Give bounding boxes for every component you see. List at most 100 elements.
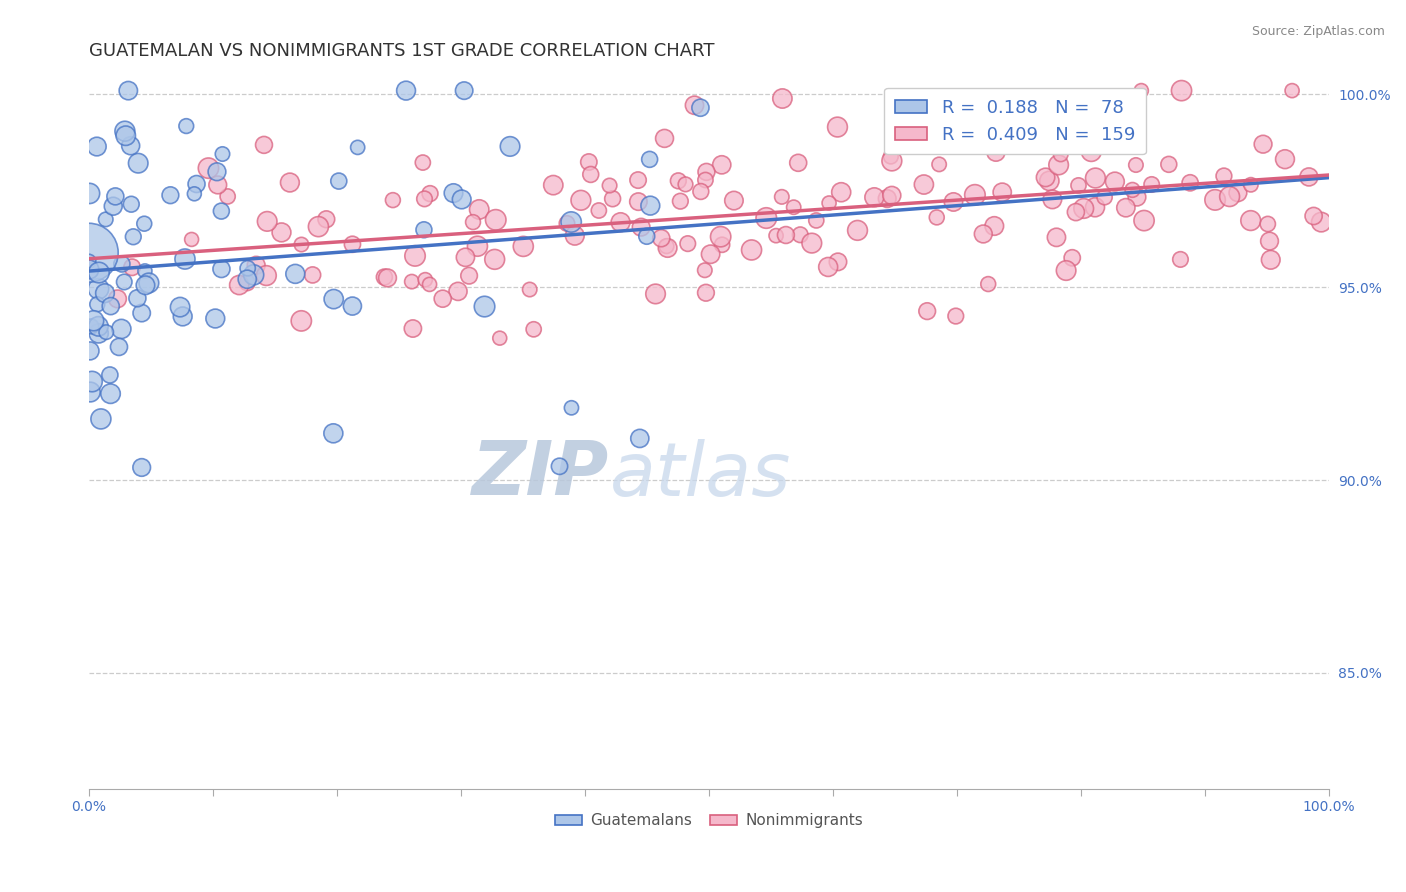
- Point: [770, 91, 793, 105]
- Point: [373, 270, 395, 285]
- Point: [328, 174, 350, 188]
- Point: [112, 275, 135, 289]
- Point: [695, 165, 717, 179]
- Point: [87, 282, 110, 296]
- Point: [242, 268, 264, 282]
- Point: [172, 310, 194, 324]
- Text: GUATEMALAN VS NONIMMIGRANTS 1ST GRADE CORRELATION CHART: GUATEMALAN VS NONIMMIGRANTS 1ST GRADE CO…: [89, 42, 714, 60]
- Point: [110, 322, 132, 336]
- Point: [695, 173, 717, 187]
- Point: [569, 194, 592, 208]
- Point: [94, 212, 117, 227]
- Point: [228, 278, 250, 293]
- Point: [640, 199, 662, 213]
- Point: [1226, 186, 1249, 200]
- Point: [98, 368, 121, 382]
- Point: [880, 153, 903, 168]
- Point: [602, 192, 624, 206]
- Point: [1115, 201, 1137, 215]
- Point: [755, 211, 778, 225]
- Point: [87, 266, 110, 280]
- Point: [322, 292, 344, 306]
- Point: [117, 84, 139, 98]
- Point: [468, 202, 491, 217]
- Point: [1064, 205, 1087, 219]
- Point: [174, 252, 197, 266]
- Point: [928, 157, 950, 171]
- Point: [307, 219, 329, 234]
- Point: [290, 237, 312, 252]
- Point: [256, 214, 278, 228]
- Point: [1258, 234, 1281, 248]
- Point: [79, 384, 101, 399]
- Point: [984, 145, 1007, 159]
- Point: [404, 249, 426, 263]
- Point: [1084, 171, 1107, 186]
- Point: [488, 331, 510, 345]
- Point: [1054, 263, 1077, 277]
- Point: [765, 228, 787, 243]
- Point: [1045, 230, 1067, 244]
- Point: [315, 212, 337, 227]
- Point: [211, 147, 233, 161]
- Point: [159, 188, 181, 202]
- Point: [131, 460, 153, 475]
- Point: [443, 186, 465, 200]
- Point: [711, 237, 734, 252]
- Point: [346, 140, 368, 154]
- Point: [1104, 92, 1126, 106]
- Point: [880, 149, 903, 163]
- Point: [945, 309, 967, 323]
- Point: [1170, 252, 1192, 267]
- Point: [122, 229, 145, 244]
- Point: [783, 200, 806, 214]
- Point: [169, 300, 191, 314]
- Point: [1105, 130, 1128, 145]
- Point: [342, 299, 364, 313]
- Point: [657, 241, 679, 255]
- Point: [120, 197, 142, 211]
- Point: [134, 264, 156, 278]
- Point: [474, 300, 496, 314]
- Point: [254, 268, 277, 283]
- Point: [1094, 190, 1116, 204]
- Point: [107, 292, 129, 306]
- Point: [963, 188, 986, 202]
- Point: [79, 186, 101, 201]
- Point: [236, 261, 259, 276]
- Point: [564, 228, 586, 243]
- Text: Source: ZipAtlas.com: Source: ZipAtlas.com: [1251, 25, 1385, 38]
- Point: [1274, 152, 1296, 166]
- Point: [846, 223, 869, 237]
- Point: [104, 189, 127, 203]
- Point: [1121, 183, 1143, 197]
- Point: [912, 178, 935, 192]
- Point: [401, 275, 423, 289]
- Point: [342, 237, 364, 252]
- Point: [991, 185, 1014, 199]
- Point: [131, 306, 153, 320]
- Point: [1240, 213, 1263, 227]
- Point: [699, 247, 721, 261]
- Point: [827, 120, 849, 134]
- Point: [86, 139, 108, 153]
- Point: [669, 194, 692, 209]
- Point: [454, 250, 477, 264]
- Point: [86, 297, 108, 311]
- Point: [967, 103, 990, 117]
- Point: [675, 178, 697, 192]
- Point: [180, 232, 202, 246]
- Point: [1042, 192, 1064, 206]
- Point: [484, 252, 506, 267]
- Point: [1281, 84, 1303, 98]
- Point: [1178, 176, 1201, 190]
- Point: [876, 192, 898, 206]
- Point: [830, 185, 852, 199]
- Point: [453, 84, 475, 98]
- Point: [87, 319, 110, 334]
- Point: [1038, 174, 1060, 188]
- Point: [1104, 175, 1126, 189]
- Point: [100, 299, 122, 313]
- Point: [627, 173, 650, 187]
- Point: [450, 193, 472, 207]
